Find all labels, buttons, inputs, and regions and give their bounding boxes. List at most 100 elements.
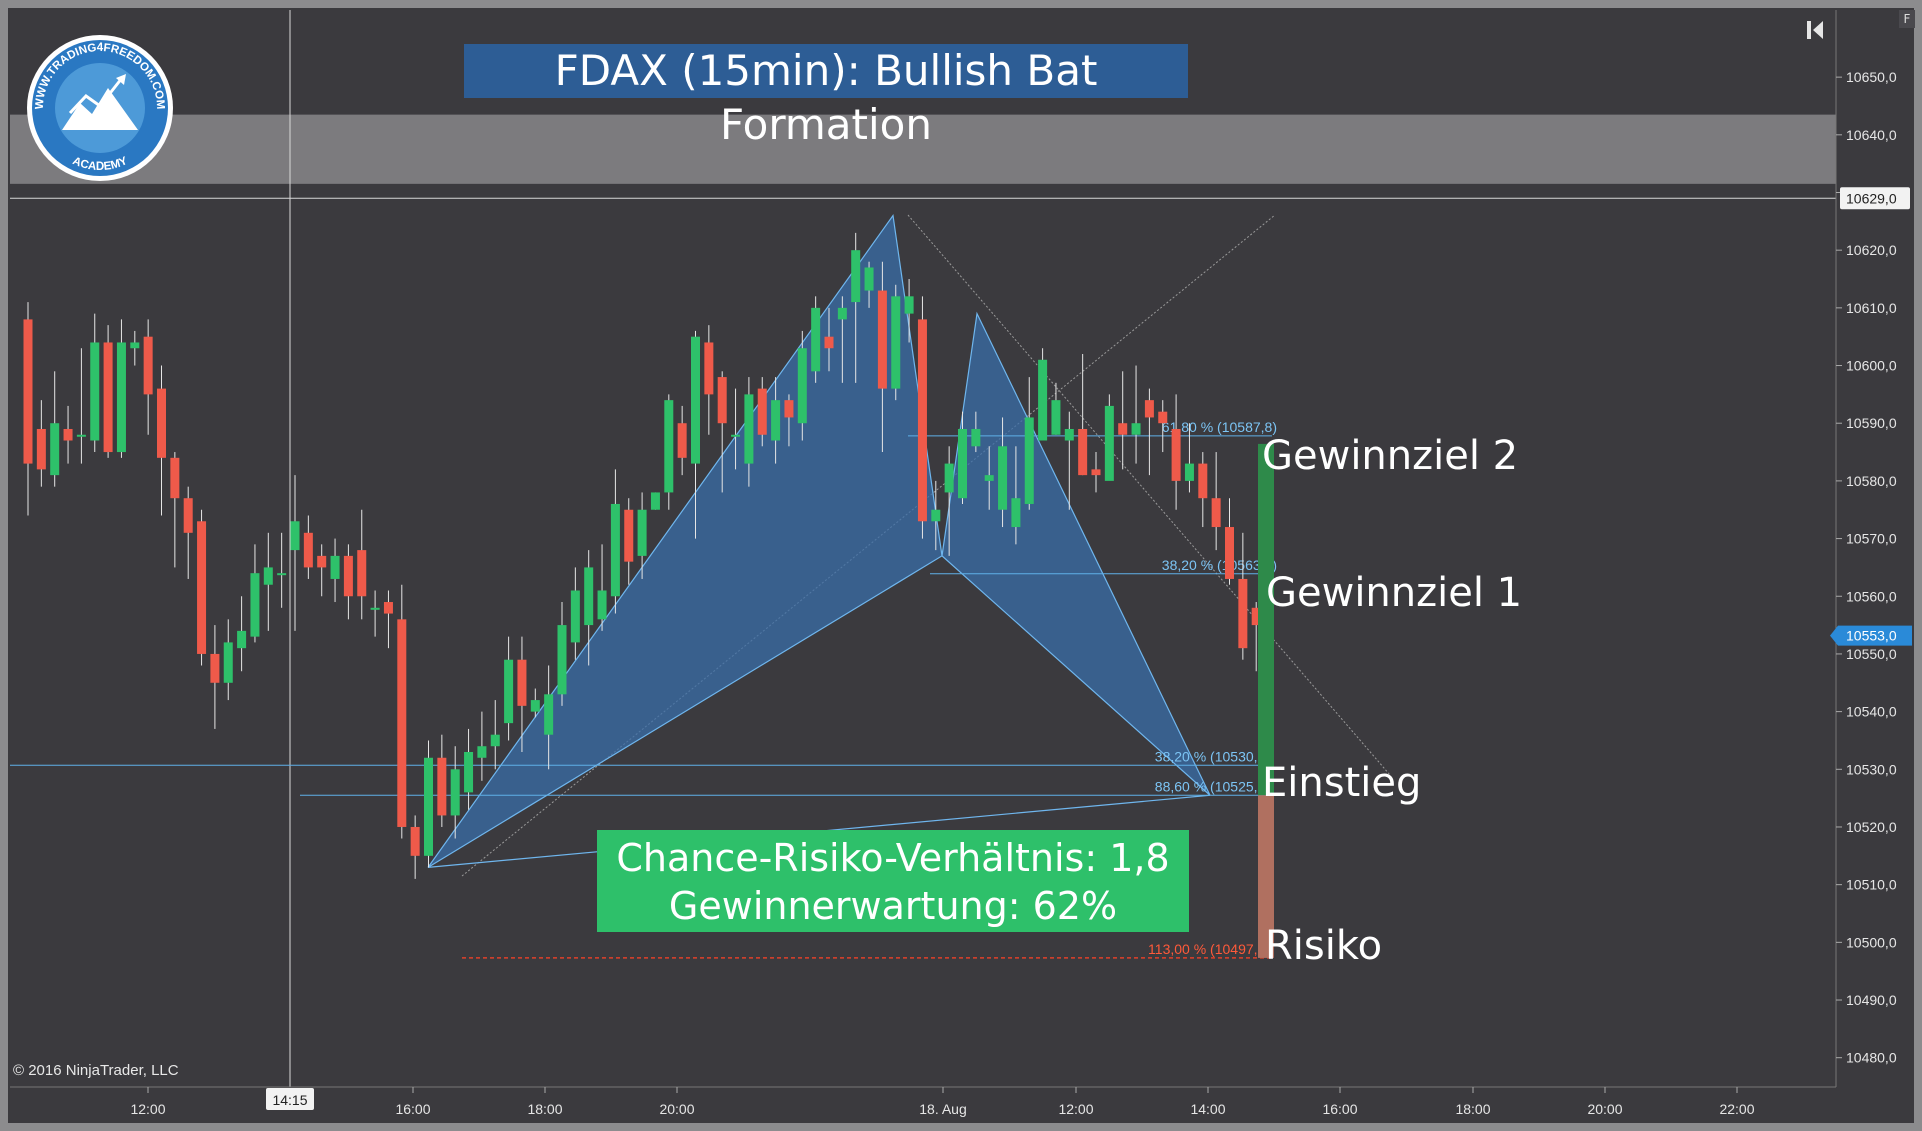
y-tick-label: 10480,0: [1846, 1050, 1897, 1066]
candle-body: [357, 550, 367, 597]
x-tick-label: 18. Aug: [919, 1101, 967, 1117]
candle-body: [343, 555, 353, 597]
candle-body: [143, 336, 153, 395]
candle-body: [891, 296, 901, 389]
fib-label: 61,80 % (10587,8): [1162, 419, 1277, 435]
candle-body: [317, 555, 327, 568]
candle-body: [303, 532, 313, 568]
y-tick-label: 10600,0: [1846, 358, 1897, 374]
y-tick-label: 10610,0: [1846, 300, 1897, 316]
candle-body: [330, 555, 340, 579]
candle-body: [383, 602, 393, 614]
y-tick-label: 10510,0: [1846, 877, 1897, 893]
candle-body: [103, 342, 113, 453]
candle-body: [958, 428, 967, 499]
candle-body: [490, 734, 500, 747]
y-tick-label: 10640,0: [1846, 127, 1897, 143]
label-target-2: Gewinnziel 2: [1262, 433, 1519, 479]
skip-to-end-icon[interactable]: [1805, 19, 1825, 41]
candle-body: [1091, 469, 1101, 476]
candle-body: [250, 573, 260, 637]
risk-bar: [1258, 795, 1274, 958]
candle-body: [944, 463, 954, 493]
candle-body: [1238, 578, 1248, 649]
y-tick-label: 10580,0: [1846, 473, 1897, 489]
candle-body: [277, 573, 287, 576]
candle-body: [76, 434, 86, 437]
candle-body: [1225, 527, 1234, 579]
candle-body: [290, 521, 300, 551]
f-button[interactable]: F: [1899, 10, 1915, 28]
y-tick-label: 10520,0: [1846, 819, 1897, 835]
resistance-zone: [10, 114, 1836, 184]
candle-body: [984, 475, 994, 481]
candle-body: [1158, 411, 1168, 424]
candle-body: [183, 498, 193, 533]
candle-body: [811, 307, 821, 372]
candle-body: [610, 503, 620, 597]
candle-body: [50, 423, 60, 476]
candle-body: [731, 434, 741, 437]
price-axis: [1836, 10, 1912, 1087]
x-tick-label: 22:00: [1719, 1101, 1754, 1117]
candle-body: [864, 267, 874, 291]
projection-line: [461, 214, 1276, 877]
candle-body: [650, 492, 660, 510]
candle-body: [1011, 498, 1021, 528]
candle-body: [931, 509, 941, 522]
candle-body: [851, 250, 861, 303]
candle-body: [1184, 463, 1194, 481]
win-probability: Gewinnerwartung: 62%: [668, 884, 1118, 928]
label-target-1: Gewinnziel 1: [1266, 570, 1523, 616]
risk-reward-box: Chance-Risiko-Verhältnis: 1,8 Gewinnerwa…: [597, 830, 1189, 932]
candle-body: [544, 694, 554, 735]
trend-arrow-icon: [68, 77, 124, 115]
candle-body: [824, 336, 834, 349]
candle-body: [504, 659, 514, 724]
y-tick-label: 10500,0: [1846, 934, 1897, 950]
candle-body: [116, 342, 126, 453]
crosshair-price-box: [1840, 187, 1910, 210]
candle-body: [36, 428, 46, 470]
candle-body: [1198, 463, 1208, 499]
candle-body: [971, 428, 981, 447]
candle-body: [691, 336, 700, 464]
candle-body: [237, 630, 247, 649]
arrow-head-icon: [116, 74, 126, 85]
candle-body: [157, 388, 166, 458]
y-tick-label: 10620,0: [1846, 242, 1897, 258]
candle-body: [837, 307, 847, 320]
candle-body: [664, 400, 674, 493]
candle-body: [771, 400, 781, 441]
candle-body: [197, 521, 207, 654]
candle-body: [210, 653, 220, 683]
x-tick-label: 14:00: [1190, 1101, 1225, 1117]
candle-body: [597, 590, 607, 620]
label-risk: Risiko: [1265, 923, 1383, 969]
candle-body: [170, 457, 180, 499]
y-tick-label: 10550,0: [1846, 646, 1897, 662]
y-tick-label: 10560,0: [1846, 588, 1897, 604]
candle-body: [998, 446, 1008, 510]
y-tick-label: 10530,0: [1846, 761, 1897, 777]
candle-body: [477, 746, 487, 758]
x-tick-label: 16:00: [395, 1101, 430, 1117]
chart-title: FDAX (15min): Bullish Bat Formation: [464, 44, 1188, 149]
crosshair-time-box: [266, 1088, 314, 1110]
y-tick-label: 10540,0: [1846, 704, 1897, 720]
x-tick-label: 18:00: [1455, 1101, 1490, 1117]
candle-body: [1078, 428, 1088, 476]
candle-body: [704, 342, 714, 395]
label-entry: Einstieg: [1262, 760, 1422, 806]
candle-body: [904, 296, 914, 314]
y-tick-label: 10490,0: [1846, 992, 1897, 1008]
candle-body: [397, 619, 407, 827]
projection-line: [907, 214, 1391, 776]
candle-body: [1171, 428, 1181, 481]
fib-label: 88,60 % (10525,5): [1155, 778, 1270, 794]
candle-body: [90, 342, 100, 441]
x-tick-label: 20:00: [659, 1101, 694, 1117]
time-axis: [10, 1087, 1836, 1123]
